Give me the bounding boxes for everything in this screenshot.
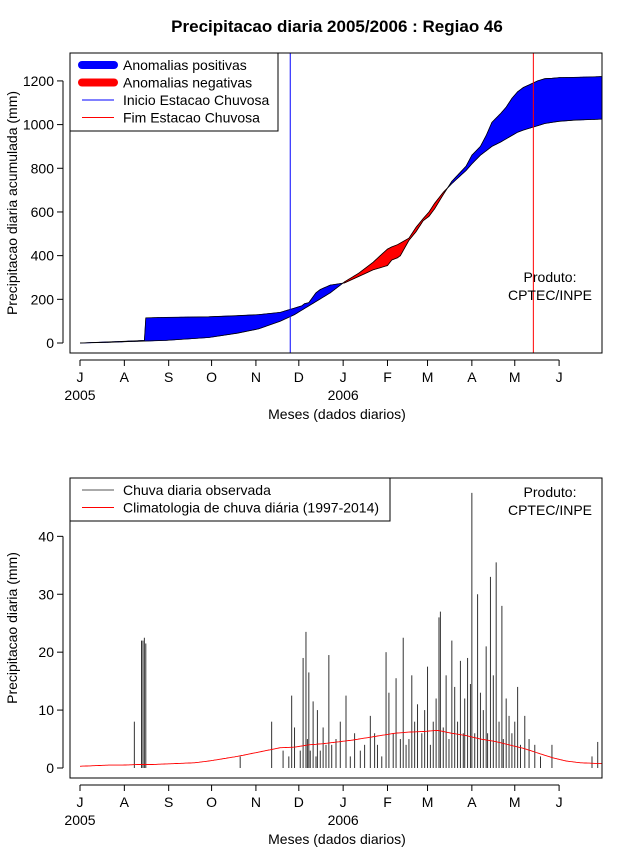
cumulative-x-tick-label: M — [422, 369, 434, 385]
cumulative-x-tick-label: A — [467, 369, 477, 385]
chart-title: Precipitacao diaria 2005/2006 : Regiao 4… — [171, 17, 503, 36]
cumulative-annotation-line2: CPTEC/INPE — [508, 287, 592, 303]
cumulative-y-axis-title: Precipitacao diaria acumulada (mm) — [4, 91, 20, 315]
daily-y-tick-label: 30 — [38, 586, 54, 602]
cumulative-x-tick-label: O — [206, 369, 217, 385]
cumulative-legend-label: Fim Estacao Chuvosa — [123, 110, 260, 126]
daily-y-tick-label: 40 — [38, 528, 54, 544]
daily-annotation-line1: Produto: — [524, 484, 577, 500]
climatology-daily-line — [79, 729, 602, 767]
daily-year-label: 2006 — [328, 812, 359, 828]
daily-x-tick-label: M — [509, 794, 521, 810]
cumulative-legend-label: Anomalias negativas — [123, 75, 252, 91]
daily-x-tick-label: S — [164, 794, 173, 810]
daily-x-axis-title: Meses (dados diarios) — [268, 831, 406, 847]
cumulative-plot-frame — [69, 52, 603, 354]
daily-legend-label: Chuva diaria observada — [123, 482, 271, 498]
cumulative-x-tick-label: S — [164, 369, 173, 385]
daily-legend: Chuva diaria observada Climatologia de ch… — [69, 477, 391, 522]
daily-x-tick-label: A — [120, 794, 130, 810]
cumulative-year-label: 2006 — [328, 387, 359, 403]
cumulative-x-axis-title: Meses (dados diarios) — [268, 406, 406, 422]
cumulative-y-tick-label: 0 — [46, 335, 54, 351]
cumulative-chart: Precipitacao diaria 2005/2006 : Regiao 4… — [4, 17, 603, 422]
climatology-cumulative-line — [79, 118, 603, 344]
daily-x-tick-label: D — [294, 794, 304, 810]
daily-y-tick-label: 20 — [38, 644, 54, 660]
daily-legend-box — [69, 477, 391, 522]
daily-x-tick-label: J — [77, 794, 84, 810]
daily-x-tick-label: M — [422, 794, 434, 810]
cumulative-x-tick-label: J — [556, 369, 563, 385]
cumulative-y-tick-label: 1200 — [23, 73, 54, 89]
cumulative-annotation-line1: Produto: — [524, 269, 577, 285]
daily-x-tick-label: N — [251, 794, 261, 810]
cumulative-year-label: 2005 — [64, 387, 95, 403]
daily-plot-area: 0 10 20 30 40 J A S O N D J F M A M J 2005 2006 — [38, 492, 602, 828]
cumulative-y-tick-label: 1000 — [23, 117, 54, 133]
daily-x-tick-label: J — [340, 794, 347, 810]
daily-y-tick-label: 0 — [46, 760, 54, 776]
daily-x-tick-label: A — [467, 794, 477, 810]
daily-x-tick-label: F — [383, 794, 392, 810]
cumulative-x-tick-label: J — [77, 369, 84, 385]
cumulative-y-tick-label: 800 — [31, 160, 55, 176]
cumulative-x-tick-label: M — [509, 369, 521, 385]
cumulative-legend: Anomalias positivas Anomalias negativasIn… — [69, 52, 279, 132]
daily-y-tick-label: 10 — [38, 702, 54, 718]
cumulative-y-tick-label: 200 — [31, 291, 55, 307]
daily-plot-frame — [69, 477, 603, 779]
daily-year-label: 2005 — [64, 812, 95, 828]
daily-x-tick-label: J — [556, 794, 563, 810]
daily-chart: 0 10 20 30 40 J A S O N D J F M A M J 2005 2006 Chuva diar… — [4, 477, 603, 847]
cumulative-y-tick-label: 600 — [31, 204, 55, 220]
cumulative-x-tick-label: J — [340, 369, 347, 385]
cumulative-plot-area: 0 200 400 600 800 1000 1200 J A S O N D J F M A M J 2005 200… — [23, 53, 603, 403]
daily-legend-label: Climatologia de chuva diária (1997-2014) — [123, 500, 379, 516]
observed-cumulative-line — [79, 76, 603, 344]
cumulative-legend-label: Anomalias positivas — [123, 57, 247, 73]
cumulative-x-tick-label: N — [251, 369, 261, 385]
daily-y-axis-title: Precipitacao diaria (mm) — [4, 552, 20, 704]
cumulative-x-tick-label: F — [383, 369, 392, 385]
cumulative-y-tick-label: 400 — [31, 248, 55, 264]
cumulative-x-tick-label: D — [294, 369, 304, 385]
cumulative-x-tick-label: A — [120, 369, 130, 385]
daily-annotation-line2: CPTEC/INPE — [508, 502, 592, 518]
daily-x-tick-label: O — [206, 794, 217, 810]
cumulative-legend-label: Inicio Estacao Chuvosa — [123, 92, 270, 108]
